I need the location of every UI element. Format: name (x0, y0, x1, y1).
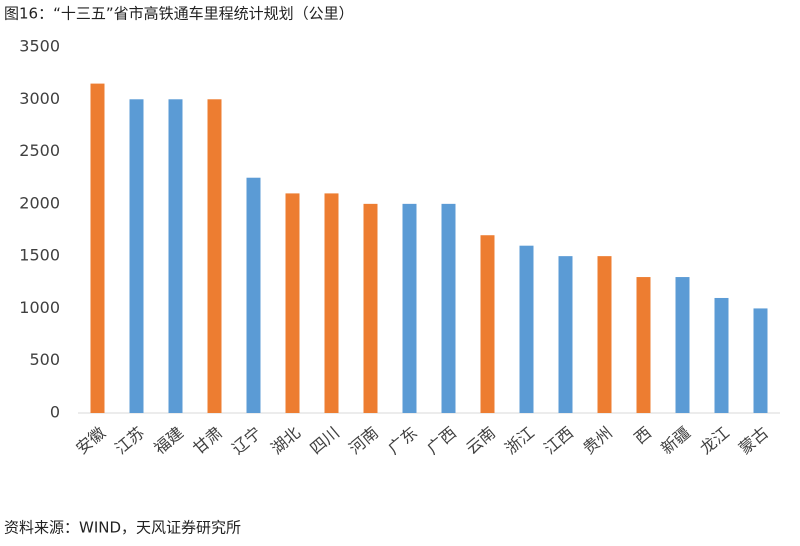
bar (441, 203, 456, 413)
x-tick-label: 四川 (306, 423, 343, 458)
x-tick-label: 新疆 (657, 423, 694, 458)
bar (480, 235, 495, 413)
bar (597, 256, 612, 413)
y-tick-label: 0 (50, 403, 60, 422)
y-tick-label: 2000 (19, 193, 60, 212)
y-tick-label: 1000 (19, 298, 60, 317)
bar (285, 193, 300, 413)
x-tick-label: 辽宁 (228, 423, 265, 458)
bar (558, 256, 573, 413)
bar (519, 245, 534, 413)
y-tick-label: 500 (29, 350, 60, 369)
x-tick-label: 江苏 (111, 423, 148, 458)
bar (402, 203, 417, 413)
chart-title: 图16：“十三五”省市高铁通车里程统计规划（公里） (4, 5, 354, 23)
x-tick-label: 江西 (540, 423, 577, 458)
bar (129, 99, 144, 414)
bar (324, 193, 339, 413)
x-tick-label: 河南 (345, 423, 382, 458)
x-tick-label: 湖北 (267, 423, 304, 458)
x-tick-label: 广东 (384, 423, 421, 458)
x-tick-label: 安徽 (72, 423, 109, 458)
bar (207, 99, 222, 414)
y-tick-label: 3500 (19, 37, 60, 56)
x-tick-label: 蒙古 (735, 423, 772, 458)
source-note: 资料来源：WIND，天风证券研究所 (4, 519, 241, 537)
x-tick-label: 甘肃 (189, 423, 226, 458)
y-tick-label: 2500 (19, 141, 60, 160)
bar (714, 297, 729, 413)
bar (90, 83, 105, 413)
x-tick-label: 浙江 (501, 423, 538, 458)
bar (753, 308, 768, 413)
bar (636, 277, 651, 413)
x-tick-label: 贵州 (579, 423, 616, 458)
x-tick-label: 广西 (423, 423, 460, 458)
bar (675, 277, 690, 413)
bar (363, 203, 378, 413)
x-tick-label: 福建 (150, 423, 187, 458)
bar (246, 177, 261, 413)
x-tick-label: 龙江 (696, 423, 733, 458)
x-tick-label: 西 (630, 423, 654, 448)
y-tick-label: 3000 (19, 89, 60, 108)
x-tick-label: 云南 (462, 423, 499, 458)
bar (168, 99, 183, 414)
y-tick-label: 1500 (19, 246, 60, 265)
